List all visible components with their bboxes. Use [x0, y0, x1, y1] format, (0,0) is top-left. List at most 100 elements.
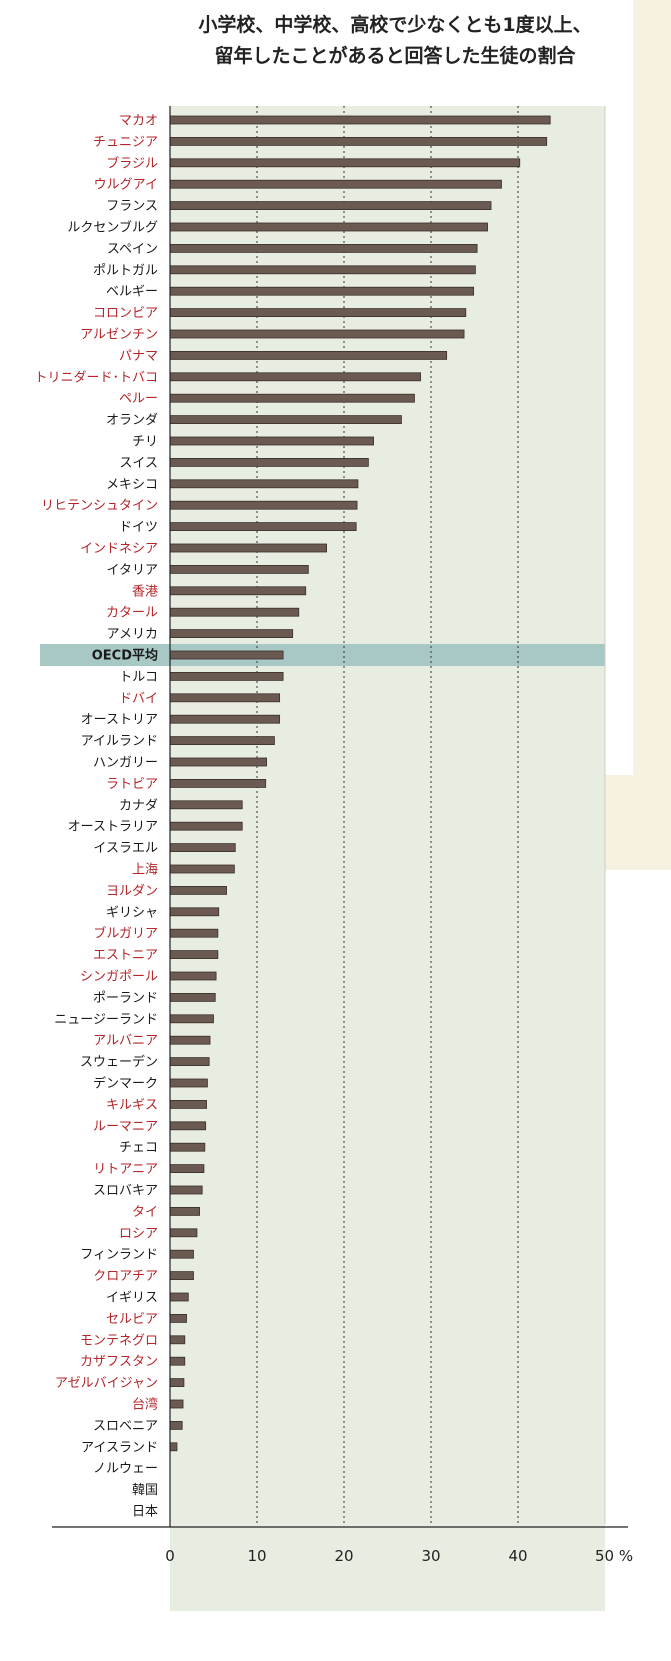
bar: [169, 1142, 206, 1152]
bar: [169, 243, 478, 253]
category-label: ペルー: [119, 392, 158, 407]
bar: [169, 864, 235, 874]
category-label: 香港: [132, 584, 158, 599]
bar: [169, 993, 216, 1002]
category-label: メキシコ: [106, 477, 158, 492]
category-label: オーストラリア: [68, 820, 158, 835]
category-label: キルギス: [106, 1098, 158, 1113]
category-label: ブラジル: [106, 155, 158, 171]
bar: [169, 1292, 189, 1302]
bar: [169, 607, 300, 617]
bar: [169, 286, 475, 296]
category-label: ニュージーランド: [54, 1012, 158, 1027]
bar: [169, 436, 374, 446]
category-label: イギリス: [106, 1291, 158, 1306]
category-label: フィンランド: [80, 1248, 158, 1263]
bar: [169, 1014, 214, 1024]
bar: [169, 1164, 205, 1173]
bar: [169, 886, 227, 895]
category-label: チェコ: [119, 1141, 158, 1156]
x-tick-label: 30: [421, 1547, 440, 1565]
bar: [169, 1057, 210, 1066]
bar: [169, 629, 294, 638]
category-label: リヒテンシュタイン: [41, 499, 158, 514]
chart-title-line-1: 小学校、中学校、高校で少なくとも1度以上、: [198, 14, 592, 36]
category-label: タイ: [132, 1205, 158, 1220]
category-label: 上海: [132, 863, 158, 878]
bar: [169, 714, 281, 724]
bar: [169, 479, 359, 489]
bar: [169, 800, 243, 810]
category-label: スウェーデン: [80, 1054, 158, 1070]
category-label: マカオ: [119, 114, 158, 129]
category-label: トリニダード･トバコ: [34, 370, 158, 385]
category-label: ブルガリア: [93, 926, 158, 942]
bar: [169, 372, 421, 382]
category-label: ポーランド: [93, 991, 158, 1006]
category-label: ドイツ: [119, 520, 158, 535]
bar: [169, 308, 467, 318]
bar: [169, 1207, 200, 1216]
bar: [169, 907, 220, 917]
bar: [169, 650, 284, 660]
category-label: オランダ: [106, 413, 158, 428]
category-label: ベルギー: [106, 285, 158, 300]
bar: [169, 1314, 187, 1323]
category-label: イタリア: [107, 563, 158, 578]
bar: [169, 1442, 178, 1452]
category-label: デンマーク: [93, 1076, 158, 1092]
bar: [169, 1100, 207, 1109]
bar: [169, 736, 275, 745]
category-label: イスラエル: [93, 841, 158, 856]
bar: [169, 672, 284, 681]
bar: [169, 779, 267, 788]
bar: [169, 693, 281, 703]
bar: [169, 1335, 186, 1345]
category-label: ドバイ: [119, 691, 158, 706]
oecd-highlight-band: [40, 644, 605, 666]
category-label: ロシア: [119, 1226, 158, 1241]
bar: [169, 1249, 194, 1259]
bar: [169, 393, 415, 403]
category-label: ルクセンブルグ: [67, 220, 158, 236]
category-label: カザフスタン: [80, 1355, 158, 1370]
category-label: ラトビア: [106, 777, 158, 792]
bar: [169, 821, 243, 831]
bar: [169, 329, 465, 339]
bar: [169, 843, 236, 852]
x-tick-label: 40: [508, 1547, 527, 1565]
category-label: トルコ: [119, 670, 158, 685]
category-label: ヨルダン: [106, 884, 158, 899]
bar: [169, 1121, 207, 1131]
bar: [169, 1035, 211, 1045]
bar: [169, 1185, 203, 1195]
category-label: チリ: [132, 435, 158, 450]
category-label: アルバニア: [93, 1034, 158, 1049]
category-label: クロアチア: [93, 1269, 158, 1284]
category-label: スイス: [119, 456, 158, 471]
bar: [169, 971, 217, 981]
category-label: ノルウェー: [93, 1462, 158, 1477]
category-label: 韓国: [132, 1483, 158, 1498]
category-label: チュニジア: [93, 135, 158, 150]
bar: [169, 415, 402, 425]
bar: [169, 522, 357, 531]
x-tick-label: 0: [165, 1547, 175, 1565]
bar: [169, 1421, 183, 1430]
category-label: ハンガリー: [93, 756, 158, 771]
bar: [169, 543, 328, 553]
bar: [169, 1078, 208, 1088]
bar: [169, 1228, 198, 1238]
bar: [169, 1271, 194, 1280]
category-label: シンガポール: [80, 970, 158, 985]
bar: [169, 457, 369, 467]
chart-title: 小学校、中学校、高校で少なくとも1度以上、 留年したことがあると回答した生徒の割…: [185, 10, 605, 72]
bar: [169, 586, 307, 596]
category-label: コロンビア: [93, 306, 158, 321]
bar: [169, 950, 219, 959]
category-label: エストニア: [93, 948, 158, 963]
category-label: セルビア: [106, 1312, 158, 1327]
bar: [169, 1378, 185, 1387]
x-tick-label: 50 %: [595, 1547, 633, 1565]
